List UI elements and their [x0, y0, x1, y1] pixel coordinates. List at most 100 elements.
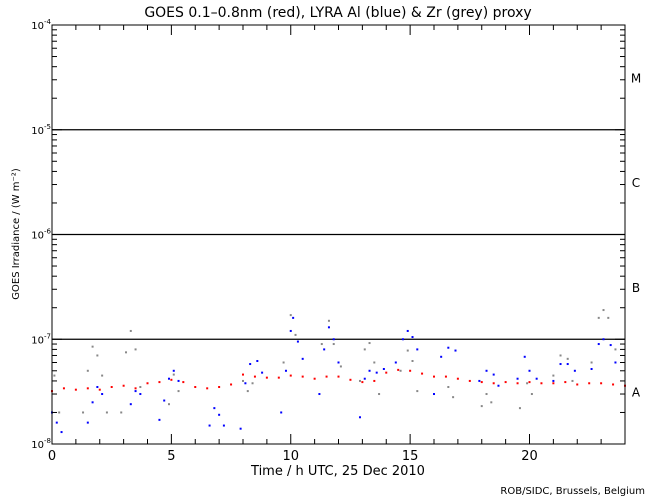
data-point-lyra-zr	[480, 405, 483, 408]
data-point-lyra-zr	[607, 316, 610, 319]
flare-class-label: C	[632, 176, 640, 190]
data-point-goes	[361, 381, 364, 384]
data-point-goes	[122, 384, 125, 387]
data-point-lyra-zr	[134, 348, 137, 351]
data-point-lyra-al	[573, 369, 576, 372]
data-point-lyra-al	[590, 367, 593, 370]
data-point-lyra-zr	[614, 348, 617, 351]
data-point-lyra-al	[523, 355, 526, 358]
data-point-goes	[612, 383, 615, 386]
data-point-lyra-zr	[177, 390, 180, 393]
data-point-lyra-al	[609, 344, 612, 347]
data-point-lyra-al	[447, 346, 450, 349]
data-point-lyra-zr	[53, 374, 56, 377]
data-point-lyra-al	[158, 418, 161, 421]
data-point-goes	[158, 381, 161, 384]
data-point-goes	[277, 376, 280, 379]
data-point-lyra-zr	[452, 396, 455, 399]
data-point-lyra-zr	[406, 349, 409, 352]
data-point-goes	[325, 375, 328, 378]
data-point-lyra-zr	[129, 329, 132, 332]
data-point-lyra-zr	[447, 386, 450, 389]
data-point-lyra-al	[208, 424, 211, 427]
data-point-goes	[528, 381, 531, 384]
x-tick-label: 20	[521, 449, 538, 464]
data-point-lyra-zr	[167, 403, 170, 406]
data-point-goes	[433, 375, 435, 378]
data-point-lyra-zr	[320, 343, 323, 346]
data-point-lyra-zr	[101, 374, 104, 377]
data-point-goes	[337, 375, 340, 378]
data-point-lyra-zr	[289, 314, 292, 317]
data-point-goes	[86, 387, 89, 390]
data-point-lyra-zr	[339, 365, 342, 368]
data-point-lyra-al	[256, 359, 259, 362]
data-point-lyra-zr	[597, 316, 600, 319]
data-point-lyra-zr	[86, 369, 89, 372]
data-point-lyra-al	[280, 411, 283, 414]
y-tick-exponent: -6	[44, 228, 52, 236]
data-point-lyra-al	[375, 371, 378, 374]
data-point-goes	[373, 379, 376, 382]
data-point-goes	[62, 387, 65, 390]
data-point-goes	[516, 382, 519, 385]
data-point-lyra-al	[382, 367, 385, 370]
data-point-lyra-al	[614, 361, 617, 364]
data-point-lyra-zr	[399, 369, 402, 372]
data-point-lyra-al	[318, 393, 321, 396]
data-point-goes	[397, 368, 400, 371]
data-point-goes	[385, 371, 388, 374]
data-point-goes	[182, 381, 185, 384]
data-point-lyra-al	[167, 377, 170, 380]
flare-class-label: B	[632, 281, 640, 295]
data-point-lyra-zr	[139, 386, 142, 389]
data-point-lyra-zr	[91, 345, 94, 348]
data-point-lyra-al	[55, 421, 58, 424]
data-point-lyra-al	[497, 384, 500, 387]
x-tick-label: 15	[402, 449, 419, 464]
data-point-lyra-zr	[82, 411, 85, 414]
credit-text: ROB/SIDC, Brussels, Belgium	[500, 486, 645, 497]
data-point-lyra-al	[96, 386, 99, 389]
data-point-goes	[194, 386, 197, 389]
data-point-goes	[588, 382, 591, 385]
data-point-goes	[253, 375, 256, 378]
data-point-lyra-al	[129, 403, 132, 406]
data-point-lyra-al	[323, 348, 326, 351]
data-point-lyra-zr	[602, 309, 605, 312]
data-point-lyra-al	[416, 348, 419, 351]
data-point-lyra-al	[163, 399, 166, 402]
data-point-lyra-al	[433, 393, 435, 396]
data-point-goes	[349, 378, 352, 381]
data-point-lyra-zr	[242, 379, 244, 382]
y-tick-exponent: -4	[44, 18, 52, 26]
data-point-goes	[218, 386, 221, 389]
data-point-lyra-al	[218, 413, 221, 416]
data-point-goes	[576, 383, 579, 386]
data-point-goes	[480, 381, 483, 384]
data-point-lyra-al	[222, 424, 225, 427]
data-point-lyra-al	[91, 401, 94, 404]
y-tick-label: 10	[31, 126, 44, 137]
data-point-goes	[564, 381, 567, 384]
data-point-lyra-al	[492, 373, 495, 376]
data-point-goes	[540, 382, 543, 385]
data-point-lyra-zr	[411, 359, 414, 362]
data-point-lyra-zr	[566, 357, 569, 360]
flare-class-label: A	[632, 386, 641, 400]
data-point-goes	[409, 369, 412, 372]
data-point-lyra-al	[139, 393, 142, 396]
data-point-lyra-al	[516, 377, 519, 380]
data-point-lyra-zr	[251, 382, 254, 385]
data-point-lyra-al	[172, 369, 175, 372]
y-tick-label: 10	[31, 440, 44, 451]
y-axis-label: GOES Irradiance / (W m⁻²)	[11, 168, 22, 300]
data-point-lyra-zr	[294, 333, 297, 336]
data-point-lyra-al	[597, 343, 600, 346]
data-point-lyra-al	[358, 416, 361, 419]
data-point-goes	[289, 374, 292, 377]
data-point-lyra-zr	[368, 342, 371, 345]
x-tick-label: 5	[167, 449, 175, 464]
